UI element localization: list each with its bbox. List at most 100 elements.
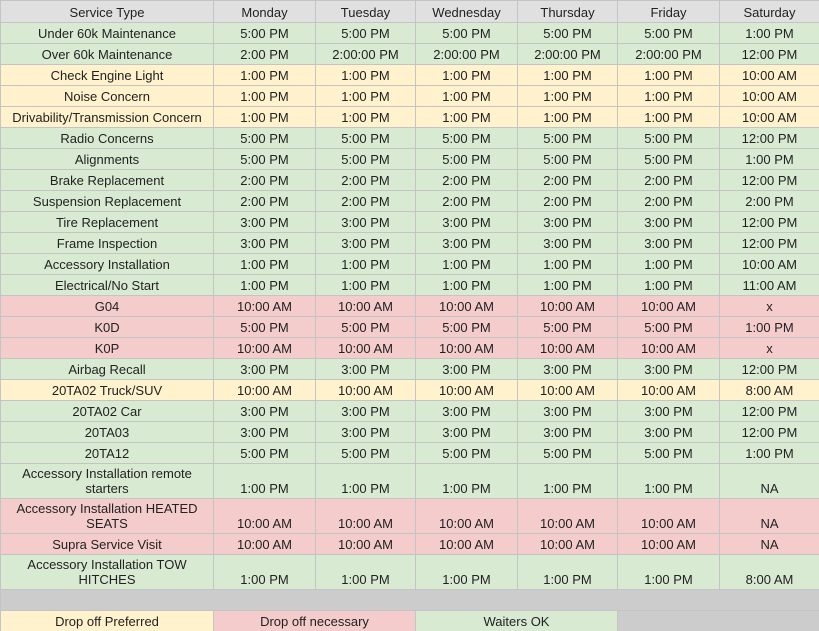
service-type: Noise Concern — [0, 85, 214, 107]
time-cell: 10:00 AM — [517, 295, 618, 317]
time-cell: 10:00 AM — [213, 533, 316, 555]
time-cell: 10:00 AM — [415, 379, 518, 401]
time-cell: 3:00 PM — [617, 400, 720, 422]
header-cell: Tuesday — [315, 0, 416, 23]
service-row: K0P 10:00 AM 10:00 AM 10:00 AM 10:00 AM 10:00… — [0, 337, 819, 359]
spacer-cell — [0, 589, 819, 611]
time-cell: 1:00 PM — [617, 253, 720, 275]
time-cell: 1:00 PM — [315, 85, 416, 107]
time-cell: 2:00 PM — [213, 190, 316, 212]
time-cell: 5:00 PM — [315, 316, 416, 338]
time-cell: 10:00 AM — [315, 337, 416, 359]
time-cell: 5:00 PM — [315, 127, 416, 149]
time-cell: 10:00 AM — [213, 295, 316, 317]
time-cell: 1:00 PM — [315, 106, 416, 128]
time-cell: 1:00 PM — [213, 463, 316, 499]
time-cell: 1:00 PM — [517, 64, 618, 86]
time-cell: 1:00 PM — [617, 85, 720, 107]
service-row: 20TA02 Car 3:00 PM 3:00 PM 3:00 PM 3:00 PM 3:… — [0, 400, 819, 422]
time-cell: 5:00 PM — [213, 127, 316, 149]
time-cell: 1:00 PM — [719, 22, 819, 44]
service-row: Electrical/No Start 1:00 PM 1:00 PM 1:00 PM… — [0, 274, 819, 296]
service-type: 20TA03 — [0, 421, 214, 443]
time-cell: 1:00 PM — [213, 106, 316, 128]
time-cell: 3:00 PM — [617, 211, 720, 233]
time-cell: 5:00 PM — [617, 148, 720, 170]
time-cell: 1:00 PM — [517, 253, 618, 275]
service-type: Brake Replacement — [0, 169, 214, 191]
time-cell: 2:00 PM — [213, 169, 316, 191]
time-cell: 3:00 PM — [213, 421, 316, 443]
time-cell: 12:00 PM — [719, 400, 819, 422]
service-type: Radio Concerns — [0, 127, 214, 149]
time-cell: 3:00 PM — [315, 400, 416, 422]
time-cell: 1:00 PM — [315, 274, 416, 296]
legend-filler — [617, 610, 819, 631]
time-cell: 1:00 PM — [517, 463, 618, 499]
time-cell: 10:00 AM — [415, 533, 518, 555]
time-cell: 1:00 PM — [315, 554, 416, 590]
spacer-row — [0, 589, 819, 611]
time-cell: 5:00 PM — [315, 442, 416, 464]
service-type: Tire Replacement — [0, 211, 214, 233]
time-cell: 10:00 AM — [617, 379, 720, 401]
service-type: Under 60k Maintenance — [0, 22, 214, 44]
time-cell: 1:00 PM — [415, 106, 518, 128]
time-cell: 1:00 PM — [415, 554, 518, 590]
time-cell: 3:00 PM — [617, 232, 720, 254]
time-cell: 12:00 PM — [719, 232, 819, 254]
time-cell: 1:00 PM — [213, 85, 316, 107]
time-cell: 2:00 PM — [315, 169, 416, 191]
time-cell: 3:00 PM — [315, 358, 416, 380]
service-type: Airbag Recall — [0, 358, 214, 380]
time-cell: 5:00 PM — [617, 442, 720, 464]
time-cell: 3:00 PM — [617, 358, 720, 380]
time-cell: 2:00:00 PM — [415, 43, 518, 65]
service-type: Alignments — [0, 148, 214, 170]
time-cell: 10:00 AM — [315, 379, 416, 401]
time-cell: x — [719, 295, 819, 317]
service-row: Check Engine Light 1:00 PM 1:00 PM 1:00 PM 1… — [0, 64, 819, 86]
time-cell: 5:00 PM — [415, 316, 518, 338]
time-cell: 1:00 PM — [415, 253, 518, 275]
time-cell: 10:00 AM — [517, 533, 618, 555]
service-row: Brake Replacement 2:00 PM 2:00 PM 2:00 PM 2:… — [0, 169, 819, 191]
time-cell: 2:00 PM — [213, 43, 316, 65]
service-row: G04 10:00 AM 10:00 AM 10:00 AM 10:00 AM 10:00… — [0, 295, 819, 317]
header-cell: Monday — [213, 0, 316, 23]
service-type: K0P — [0, 337, 214, 359]
service-type: 20TA12 — [0, 442, 214, 464]
time-cell: 3:00 PM — [315, 232, 416, 254]
time-cell: 10:00 AM — [213, 337, 316, 359]
service-type: Accessory Installation TOW HITCHES — [0, 554, 214, 590]
time-cell: 1:00 PM — [415, 64, 518, 86]
time-cell: 2:00:00 PM — [617, 43, 720, 65]
service-row: Alignments 5:00 PM 5:00 PM 5:00 PM 5:00 PM 5:… — [0, 148, 819, 170]
service-type: Over 60k Maintenance — [0, 43, 214, 65]
time-cell: 2:00 PM — [517, 190, 618, 212]
time-cell: 5:00 PM — [213, 442, 316, 464]
service-type: Accessory Installation — [0, 253, 214, 275]
time-cell: 10:00 AM — [213, 379, 316, 401]
time-cell: 5:00 PM — [315, 148, 416, 170]
time-cell: 2:00:00 PM — [517, 43, 618, 65]
time-cell: 3:00 PM — [415, 358, 518, 380]
time-cell: 5:00 PM — [517, 442, 618, 464]
time-cell: 3:00 PM — [213, 400, 316, 422]
time-cell: 10:00 AM — [617, 533, 720, 555]
time-cell: 3:00 PM — [213, 211, 316, 233]
time-cell: 10:00 AM — [719, 106, 819, 128]
service-type: 20TA02 Car — [0, 400, 214, 422]
time-cell: 2:00:00 PM — [315, 43, 416, 65]
time-cell: 3:00 PM — [213, 232, 316, 254]
time-cell: 12:00 PM — [719, 43, 819, 65]
time-cell: 3:00 PM — [315, 211, 416, 233]
service-row: Accessory Installation remote starters 1:… — [0, 463, 819, 499]
service-type: 20TA02 Truck/SUV — [0, 379, 214, 401]
service-type: Frame Inspection — [0, 232, 214, 254]
time-cell: 5:00 PM — [617, 316, 720, 338]
time-cell: 1:00 PM — [617, 106, 720, 128]
service-row: K0D 5:00 PM 5:00 PM 5:00 PM 5:00 PM 5:00 PM 1:… — [0, 316, 819, 338]
time-cell: 5:00 PM — [617, 22, 720, 44]
